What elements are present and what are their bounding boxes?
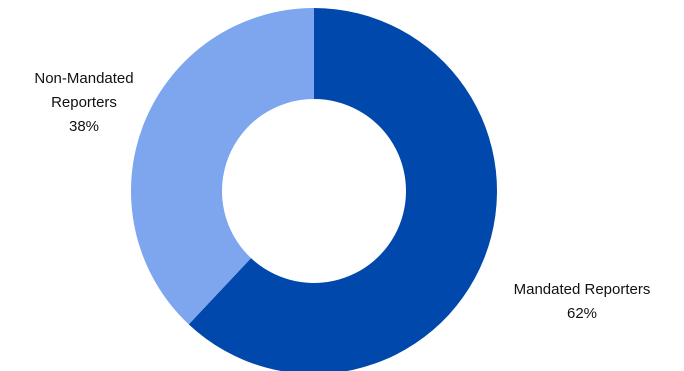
slice-mandated-reporters [188,8,497,371]
slice-labels: Mandated Reporters 62% Non-Mandated Repo… [34,70,650,322]
slice-non-mandated-reporters [131,8,314,325]
label-mandated-name: Mandated Reporters [514,281,651,298]
label-mandated-value: 62% [567,305,597,322]
label-non-mandated-name-line2: Reporters [51,94,117,111]
label-non-mandated-name-line1: Non-Mandated [34,70,133,87]
donut-slices [131,8,497,371]
label-non-mandated-value: 38% [69,118,99,135]
